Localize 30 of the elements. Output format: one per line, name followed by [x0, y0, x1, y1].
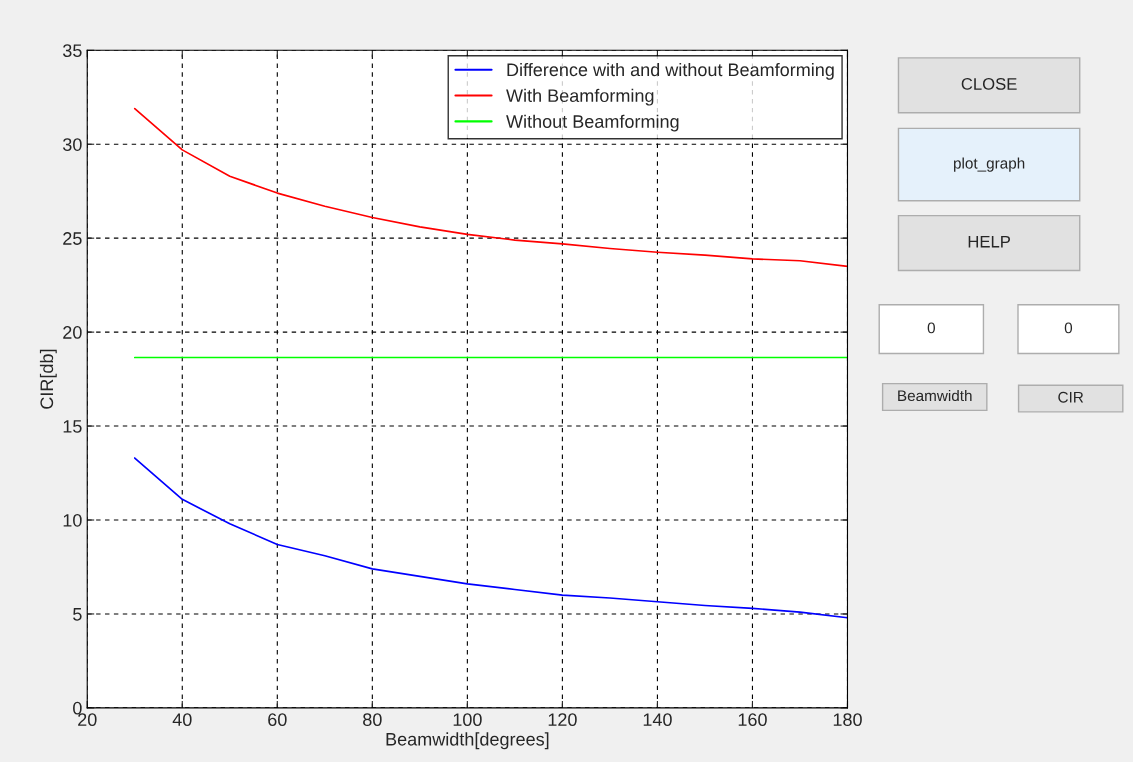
- x-tick-label: 180: [833, 713, 862, 727]
- x-tick-label: 40: [172, 713, 192, 727]
- text: 0: [927, 322, 935, 334]
- x-tick-label: 160: [738, 713, 767, 727]
- y-tick-label: 5: [73, 608, 82, 621]
- y-tick-label: 20: [63, 326, 82, 339]
- x-axis-title: Beamwidth[degrees]: [386, 732, 549, 750]
- legend-label: Without Beamforming: [506, 114, 679, 132]
- x-tick-label: 140: [643, 713, 672, 727]
- line-series: [133, 457, 848, 619]
- y-tick-label: 0: [73, 701, 82, 715]
- text: Beamwidth: [898, 389, 972, 402]
- legend-label: Difference with and without Beamforming: [507, 62, 834, 80]
- x-tick-label: 100: [453, 713, 482, 727]
- y-tick-label: 25: [63, 232, 82, 245]
- text: CLOSE: [961, 78, 1017, 90]
- y-tick-label: 10: [63, 513, 82, 527]
- y-tick-label: 30: [62, 138, 82, 151]
- y-axis-title: CIR[db]: [39, 349, 57, 409]
- x-tick-label: 80: [363, 713, 382, 727]
- y-tick-label: 35: [62, 44, 82, 58]
- text: CIR: [1058, 391, 1084, 403]
- text: HELP: [968, 235, 1010, 248]
- text: plot_graph: [954, 157, 1025, 172]
- line-series: [133, 107, 848, 268]
- text: 0: [1064, 322, 1073, 334]
- x-tick-label: 60: [268, 713, 287, 727]
- legend-label: With Beamforming: [506, 88, 654, 106]
- x-tick-label: 120: [548, 713, 577, 727]
- y-tick-label: 15: [63, 420, 82, 433]
